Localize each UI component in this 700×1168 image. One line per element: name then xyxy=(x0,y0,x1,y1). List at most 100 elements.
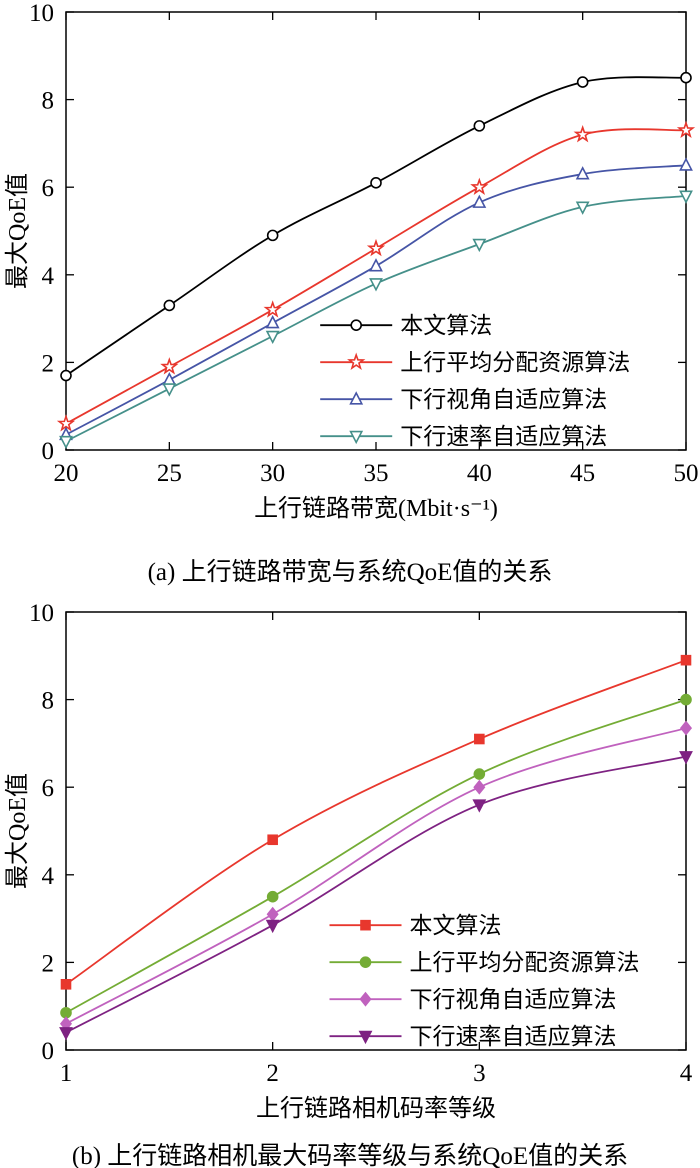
y-tick-label: 2 xyxy=(42,950,55,977)
series-marker xyxy=(266,229,279,242)
series-marker xyxy=(265,919,280,934)
series-marker xyxy=(470,177,489,195)
series-marker xyxy=(473,120,486,132)
series-marker xyxy=(679,751,693,765)
series-marker xyxy=(369,258,383,272)
y-tick-label: 0 xyxy=(42,438,55,465)
x-tick-label: 40 xyxy=(467,460,492,487)
y-tick-label: 4 xyxy=(42,863,55,890)
series-marker xyxy=(366,238,386,257)
y-axis-label: 最大QoE值 xyxy=(4,173,31,289)
series-marker xyxy=(60,369,72,382)
legend-item: 上行平均分配资源算法 xyxy=(320,350,630,375)
x-tick-label: 45 xyxy=(570,460,595,487)
series-curve xyxy=(65,659,687,986)
series-marker xyxy=(474,733,485,745)
series-marker xyxy=(370,177,382,189)
series-marker xyxy=(679,720,693,736)
x-axis-label: 上行链路相机码率等级 xyxy=(256,1095,496,1122)
series-marker xyxy=(573,125,592,143)
series-marker xyxy=(162,371,177,386)
chart-a-caption: (a) 上行链路带宽与系统QoE值的关系 xyxy=(147,559,553,586)
chart-b-canvas: 1 2 3 4 0 2 4 6 8 10 上行链路相机码率等级 最大QoE值本文算法上行平均分配资源算… xyxy=(4,600,693,1122)
plot-frame xyxy=(65,11,687,451)
y-tick-label: 10 xyxy=(29,0,54,27)
series-marker xyxy=(59,435,73,450)
legend-item: 下行速率自适应算法 xyxy=(320,424,607,449)
series-marker xyxy=(349,391,364,405)
chart-b: 1 2 3 4 0 2 4 6 8 10 上行链路相机码率等级 最大QoE值 本文算法 上行平均分配资源算… xyxy=(0,600,700,1168)
legend-item: 下行视角自适应算法 xyxy=(320,387,607,412)
series-curve xyxy=(65,727,687,1025)
legend-item: 本文算法 xyxy=(320,313,492,338)
y-tick-label: 6 xyxy=(42,175,55,202)
series-marker xyxy=(350,319,363,331)
legend-label: 本文算法 xyxy=(400,313,492,338)
x-tick-label: 35 xyxy=(364,460,389,487)
legend-item: 上行平均分配资源算法 xyxy=(329,950,640,975)
x-axis-label: 上行链路带宽(Mbit·s⁻¹) xyxy=(254,495,498,522)
series-marker xyxy=(266,890,279,903)
legend-item: 下行速率自适应算法 xyxy=(329,1024,617,1049)
series-marker xyxy=(56,414,76,432)
legend-label: 下行速率自适应算法 xyxy=(410,1024,617,1049)
series-marker xyxy=(679,190,693,204)
y-tick-label: 2 xyxy=(42,350,55,377)
y-tick-label: 0 xyxy=(42,1038,55,1065)
y-tick-label: 10 xyxy=(29,600,54,627)
series-marker xyxy=(369,278,383,292)
legend-label: 本文算法 xyxy=(410,913,502,938)
x-tick-label: 1 xyxy=(60,1060,73,1087)
series-marker xyxy=(265,315,280,329)
series-marker xyxy=(680,654,692,666)
legend-label: 下行速率自适应算法 xyxy=(400,424,607,449)
series-curve xyxy=(65,698,687,1014)
legend-label: 上行平均分配资源算法 xyxy=(400,350,630,375)
series-marker xyxy=(473,768,486,780)
series-marker xyxy=(359,991,372,1007)
series-marker xyxy=(163,299,176,312)
series-marker xyxy=(349,430,364,445)
legend-label: 上行平均分配资源算法 xyxy=(410,950,640,975)
series-marker xyxy=(680,71,692,84)
series-marker xyxy=(472,194,487,208)
series-marker xyxy=(473,779,486,795)
series-marker xyxy=(575,166,590,180)
series-marker xyxy=(575,201,590,215)
series-marker xyxy=(358,1030,373,1045)
series-marker xyxy=(576,76,589,88)
legend-label: 下行视角自适应算法 xyxy=(410,987,617,1012)
y-tick-label: 8 xyxy=(42,88,55,115)
series-marker xyxy=(160,357,179,375)
x-tick-label: 2 xyxy=(266,1060,279,1087)
series-marker xyxy=(265,330,280,345)
series-curve xyxy=(65,755,687,1034)
plot-frame xyxy=(65,611,687,1051)
y-tick-label: 4 xyxy=(42,263,55,290)
series-curve xyxy=(65,76,687,377)
x-tick-label: 25 xyxy=(157,460,182,487)
chart-b-caption: (b) 上行链路相机最大码率等级与系统QoE值的关系 xyxy=(71,1143,629,1168)
series-marker xyxy=(263,300,282,318)
chart-a: 20 25 30 35 40 45 50 0 2 4 6 8 10 上行链路带宽(Mbit·s⁻¹) 最大Q… xyxy=(4,0,699,586)
series-marker xyxy=(162,383,177,397)
legend-item: 下行视角自适应算法 xyxy=(329,987,617,1012)
y-axis-label: 最大QoE值 xyxy=(4,773,31,889)
series-marker xyxy=(60,978,72,990)
y-tick-label: 6 xyxy=(42,775,55,802)
series-marker xyxy=(266,906,279,922)
x-tick-label: 20 xyxy=(54,460,79,487)
legend-item: 本文算法 xyxy=(329,913,502,938)
series-marker xyxy=(267,834,278,846)
series-marker xyxy=(472,238,487,253)
series-marker xyxy=(679,157,693,171)
series-marker xyxy=(472,799,487,813)
series-marker xyxy=(676,120,696,139)
legend-label: 下行视角自适应算法 xyxy=(400,387,607,412)
y-tick-label: 8 xyxy=(42,688,55,715)
chart-a-canvas: 20 25 30 35 40 45 50 0 2 4 6 8 10 上行链路带宽(Mbit·s⁻¹) 最大Q… xyxy=(4,0,699,522)
series-marker xyxy=(347,352,366,370)
x-tick-label: 4 xyxy=(680,1060,693,1087)
series-marker xyxy=(359,956,372,968)
